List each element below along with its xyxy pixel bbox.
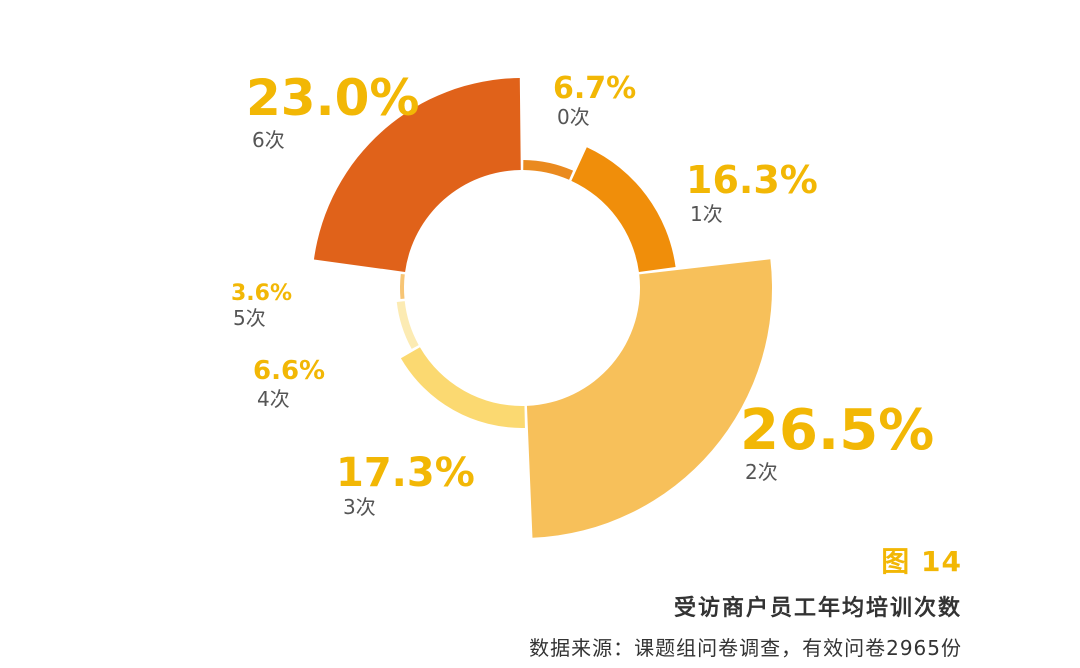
value-label-3: 26.5% [740, 398, 934, 463]
figure-source: 数据来源：课题组问卷调查，有效问卷2965份 [529, 636, 962, 660]
slice-4 [400, 347, 525, 429]
category-label-4: 3次 [343, 495, 376, 519]
value-label-2: 16.3% [686, 158, 818, 202]
category-label-5: 4次 [257, 387, 290, 411]
value-label-1: 6.7% [553, 71, 636, 106]
slice-1 [523, 160, 574, 180]
value-label-4: 17.3% [336, 450, 475, 496]
category-label-6: 5次 [233, 306, 266, 330]
figure-title: 受访商户员工年均培训次数 [673, 596, 962, 621]
slice-5 [396, 301, 419, 349]
category-label-1: 0次 [557, 105, 590, 129]
slice-7 [313, 78, 521, 272]
category-label-3: 2次 [745, 460, 778, 484]
category-label-7: 6次 [252, 128, 285, 152]
value-label-7: 23.0% [246, 69, 419, 127]
category-label-2: 1次 [690, 202, 723, 226]
slice-3 [526, 259, 773, 538]
value-label-5: 6.6% [253, 356, 325, 386]
slice-6 [400, 273, 405, 299]
slice-2 [571, 147, 676, 272]
figure-number: 图 14 [881, 545, 962, 578]
value-label-6: 3.6% [231, 281, 292, 306]
